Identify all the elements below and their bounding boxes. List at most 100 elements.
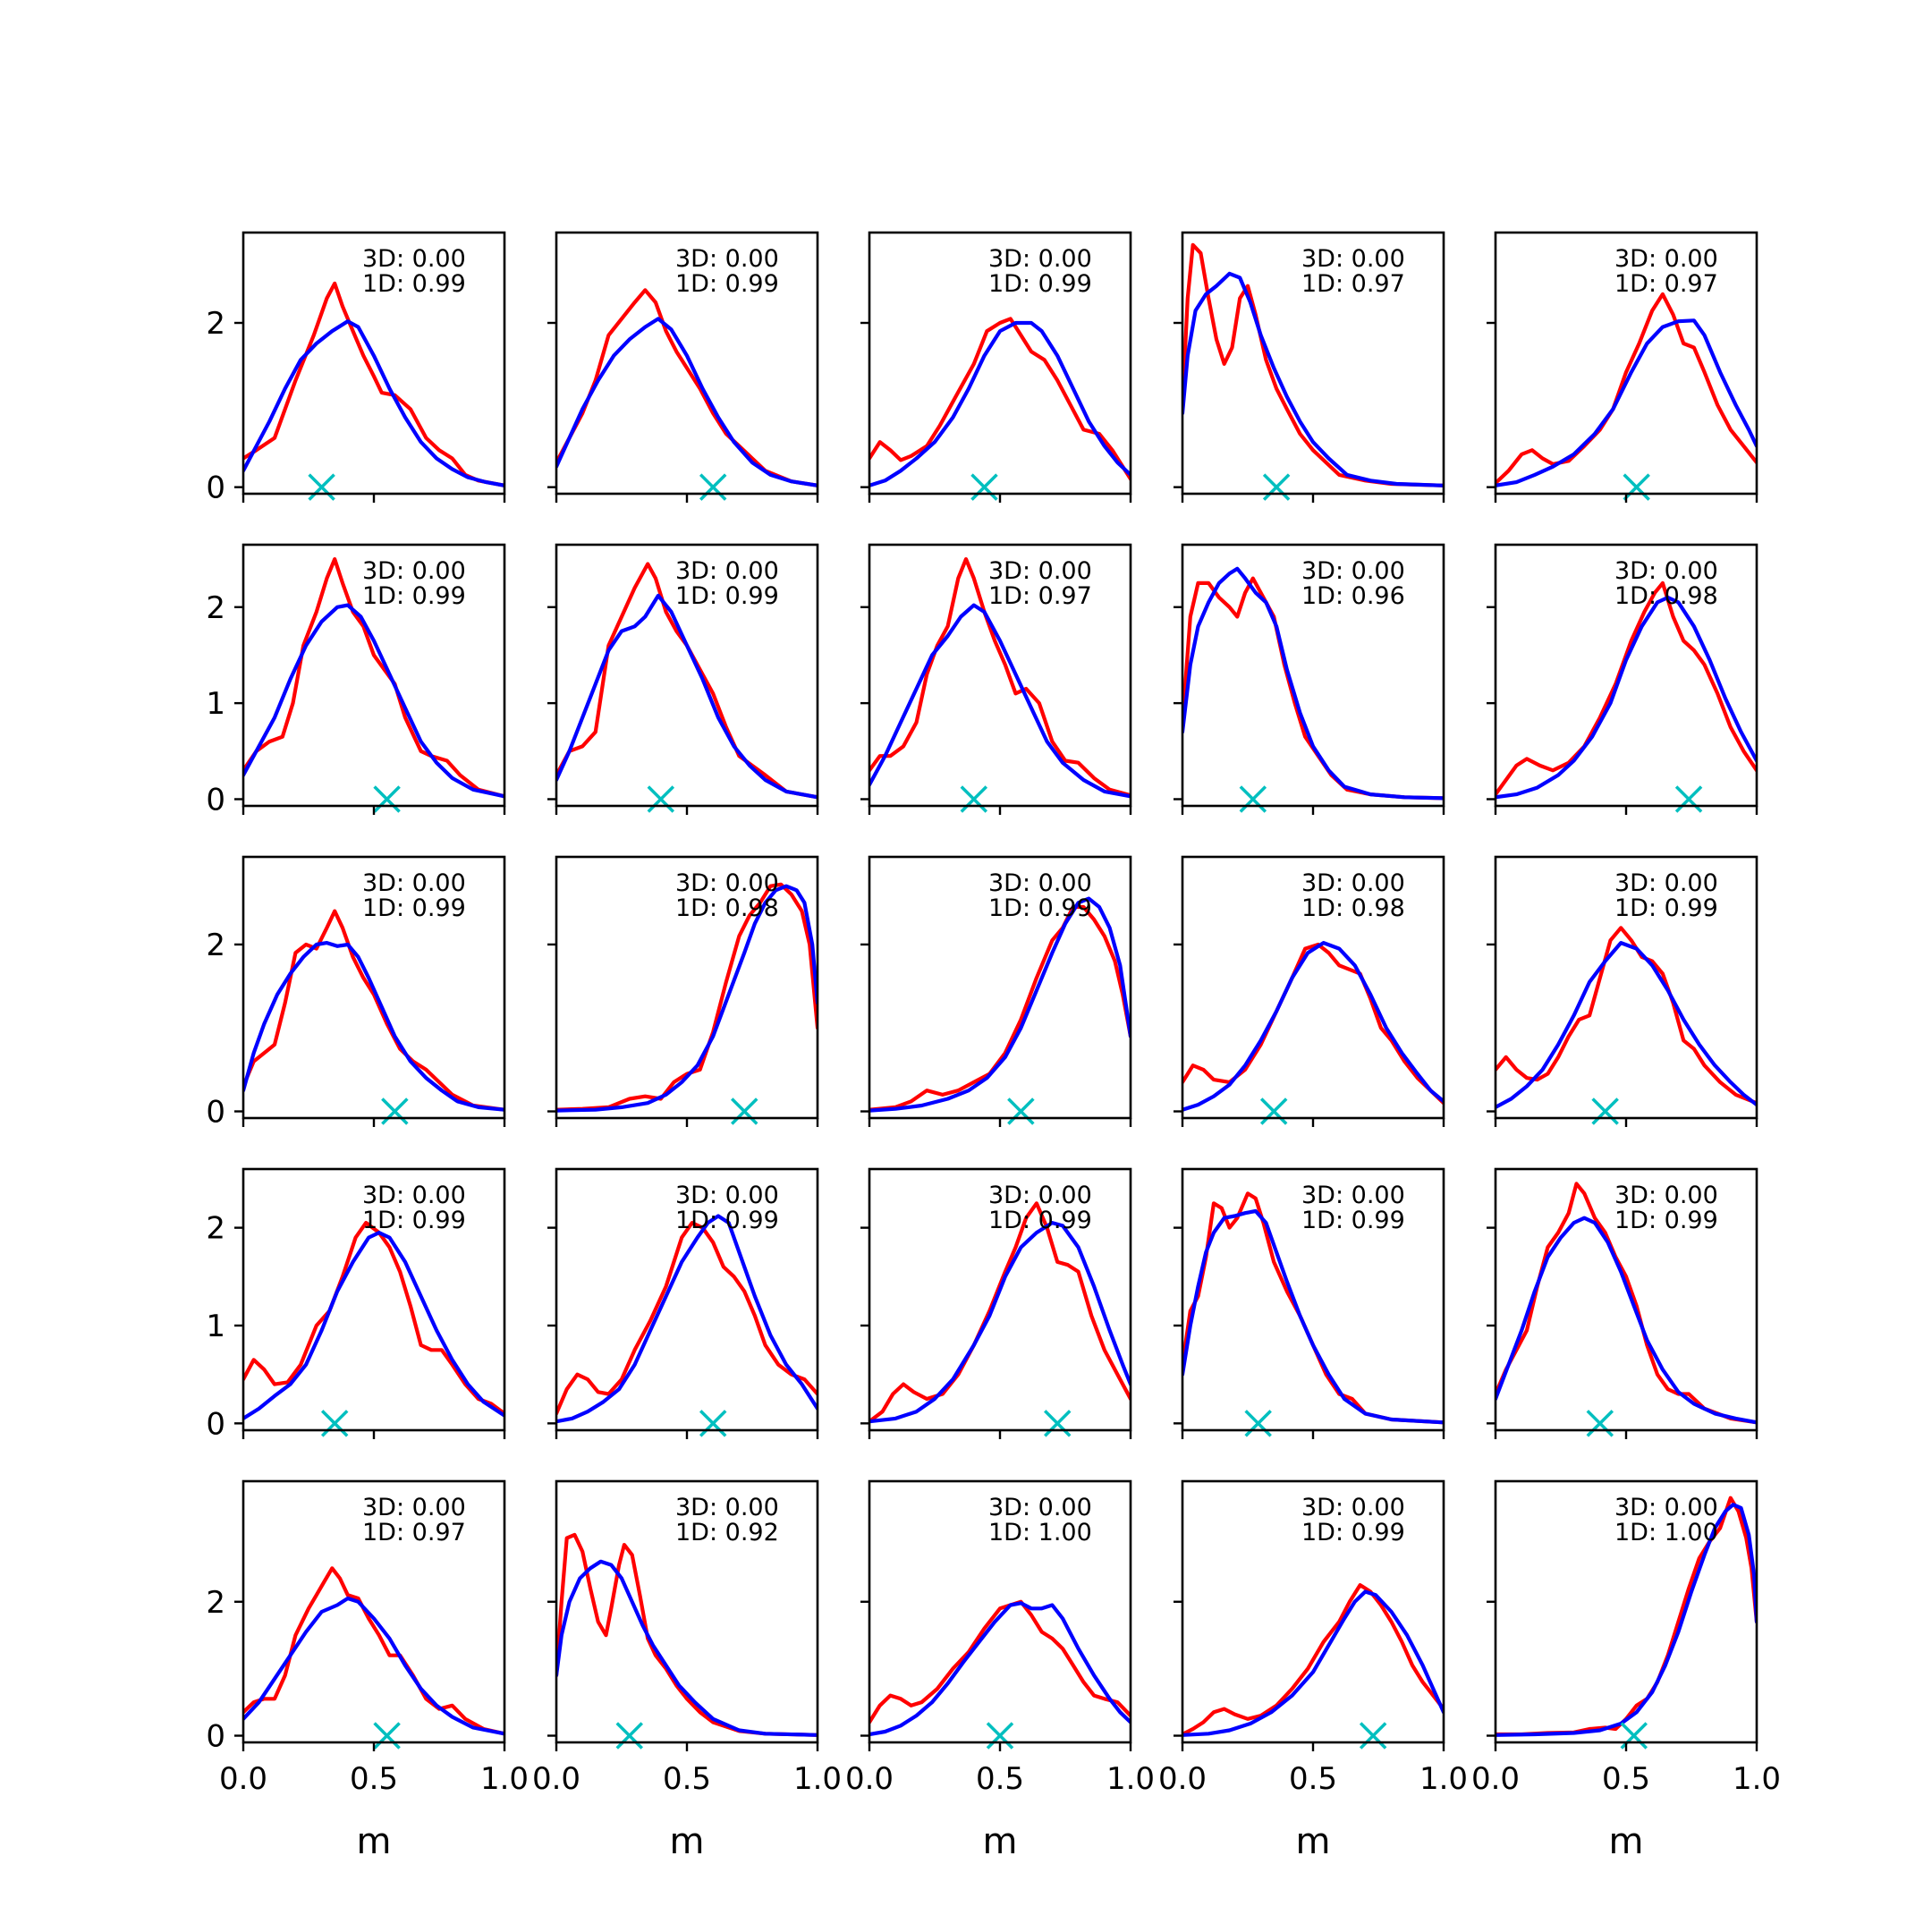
y-tick-label: 0 bbox=[206, 1095, 225, 1131]
x-tick-label: 1.0 bbox=[793, 1761, 842, 1797]
blue-series-line bbox=[1496, 595, 1757, 800]
x-tick-label: 0.5 bbox=[663, 1761, 711, 1797]
annotation-3d: 3D: 0.00 bbox=[362, 1494, 466, 1521]
annotation-3d: 3D: 0.00 bbox=[675, 557, 779, 585]
blue-series-line bbox=[869, 896, 1131, 1113]
x-tick-label: 0.5 bbox=[1602, 1761, 1650, 1797]
cross-marker bbox=[986, 1722, 1014, 1750]
cross-marker bbox=[970, 473, 998, 501]
annotation-3d: 3D: 0.00 bbox=[1614, 869, 1718, 897]
annotation-1d: 1D: 0.92 bbox=[675, 1519, 779, 1546]
blue-series-line bbox=[1496, 318, 1757, 487]
x-tick-label: 1.0 bbox=[1733, 1761, 1781, 1797]
red-series-line bbox=[556, 882, 818, 1112]
x-tick-label: 1.0 bbox=[1419, 1761, 1468, 1797]
annotation-1d: 1D: 0.99 bbox=[988, 894, 1092, 922]
y-tick-label: 0 bbox=[206, 1406, 225, 1442]
y-tick-label: 1 bbox=[206, 686, 225, 722]
annotation-1d: 1D: 0.97 bbox=[1614, 270, 1718, 298]
annotation-3d: 3D: 0.00 bbox=[675, 1494, 779, 1521]
blue-series-line bbox=[1496, 941, 1757, 1109]
cross-marker bbox=[320, 1410, 349, 1437]
annotation-1d: 1D: 0.99 bbox=[1614, 1207, 1718, 1234]
red-series-line bbox=[1182, 1191, 1444, 1425]
x-axis-label: m bbox=[983, 1821, 1018, 1862]
cross-marker bbox=[731, 1097, 758, 1125]
red-series-line bbox=[556, 1221, 818, 1416]
x-tick-label: 0.5 bbox=[976, 1761, 1024, 1797]
annotation-1d: 1D: 0.97 bbox=[1301, 270, 1405, 298]
x-tick-label: 0.5 bbox=[350, 1761, 398, 1797]
annotation-3d: 3D: 0.00 bbox=[988, 1182, 1092, 1209]
blue-series-line bbox=[1182, 1589, 1444, 1737]
y-tick-label: 0 bbox=[206, 1719, 225, 1755]
red-series-line bbox=[556, 288, 818, 487]
annotation-1d: 1D: 0.98 bbox=[1301, 894, 1405, 922]
y-tick-label: 2 bbox=[206, 928, 225, 963]
red-series-line bbox=[869, 317, 1131, 481]
cross-marker bbox=[1359, 1722, 1387, 1750]
blue-series-line bbox=[1182, 1208, 1444, 1425]
annotation-1d: 1D: 0.99 bbox=[675, 270, 779, 298]
annotation-1d: 1D: 0.96 bbox=[1301, 582, 1405, 610]
blue-series-line bbox=[1496, 1216, 1757, 1425]
cross-marker bbox=[308, 473, 335, 501]
blue-series-line bbox=[1496, 1503, 1757, 1737]
y-tick-label: 0 bbox=[206, 782, 225, 818]
annotation-1d: 1D: 0.99 bbox=[362, 582, 466, 610]
annotation-1d: 1D: 0.98 bbox=[1614, 582, 1718, 610]
blue-series-line bbox=[243, 1596, 504, 1736]
annotation-3d: 3D: 0.00 bbox=[675, 245, 779, 273]
annotation-3d: 3D: 0.00 bbox=[988, 1494, 1092, 1521]
x-tick-label: 0.0 bbox=[845, 1761, 894, 1797]
annotation-1d: 1D: 0.99 bbox=[1614, 894, 1718, 922]
y-tick-label: 2 bbox=[206, 306, 225, 342]
cross-marker bbox=[1244, 1410, 1272, 1437]
y-tick-label: 2 bbox=[206, 1211, 225, 1247]
x-axis-label: m bbox=[357, 1821, 392, 1862]
y-tick-label: 1 bbox=[206, 1309, 225, 1344]
x-tick-label: 0.0 bbox=[219, 1761, 267, 1797]
annotation-3d: 3D: 0.00 bbox=[1301, 1494, 1405, 1521]
cross-marker bbox=[1623, 473, 1650, 501]
cross-marker bbox=[699, 1410, 727, 1437]
blue-series-line bbox=[556, 593, 818, 800]
annotation-3d: 3D: 0.00 bbox=[1614, 1182, 1718, 1209]
annotation-1d: 1D: 0.99 bbox=[362, 1207, 466, 1234]
annotation-3d: 3D: 0.00 bbox=[362, 869, 466, 897]
annotation-1d: 1D: 0.99 bbox=[362, 894, 466, 922]
x-tick-label: 0.0 bbox=[1158, 1761, 1207, 1797]
cross-marker bbox=[699, 473, 727, 501]
cross-marker bbox=[615, 1722, 643, 1750]
x-axis-label: m bbox=[1609, 1821, 1644, 1862]
annotation-1d: 1D: 0.97 bbox=[988, 582, 1092, 610]
annotation-3d: 3D: 0.00 bbox=[675, 1182, 779, 1209]
cross-marker bbox=[1674, 785, 1703, 813]
annotation-1d: 1D: 0.99 bbox=[362, 270, 466, 298]
red-series-line bbox=[1182, 942, 1444, 1106]
y-tick-label: 2 bbox=[206, 590, 225, 626]
x-tick-label: 0.5 bbox=[1289, 1761, 1337, 1797]
blue-series-line bbox=[243, 941, 504, 1112]
cross-marker bbox=[1259, 1097, 1288, 1125]
annotation-1d: 1D: 0.97 bbox=[362, 1519, 466, 1546]
blue-series-line bbox=[556, 884, 818, 1113]
cross-marker bbox=[647, 785, 675, 813]
red-series-line bbox=[243, 281, 504, 487]
